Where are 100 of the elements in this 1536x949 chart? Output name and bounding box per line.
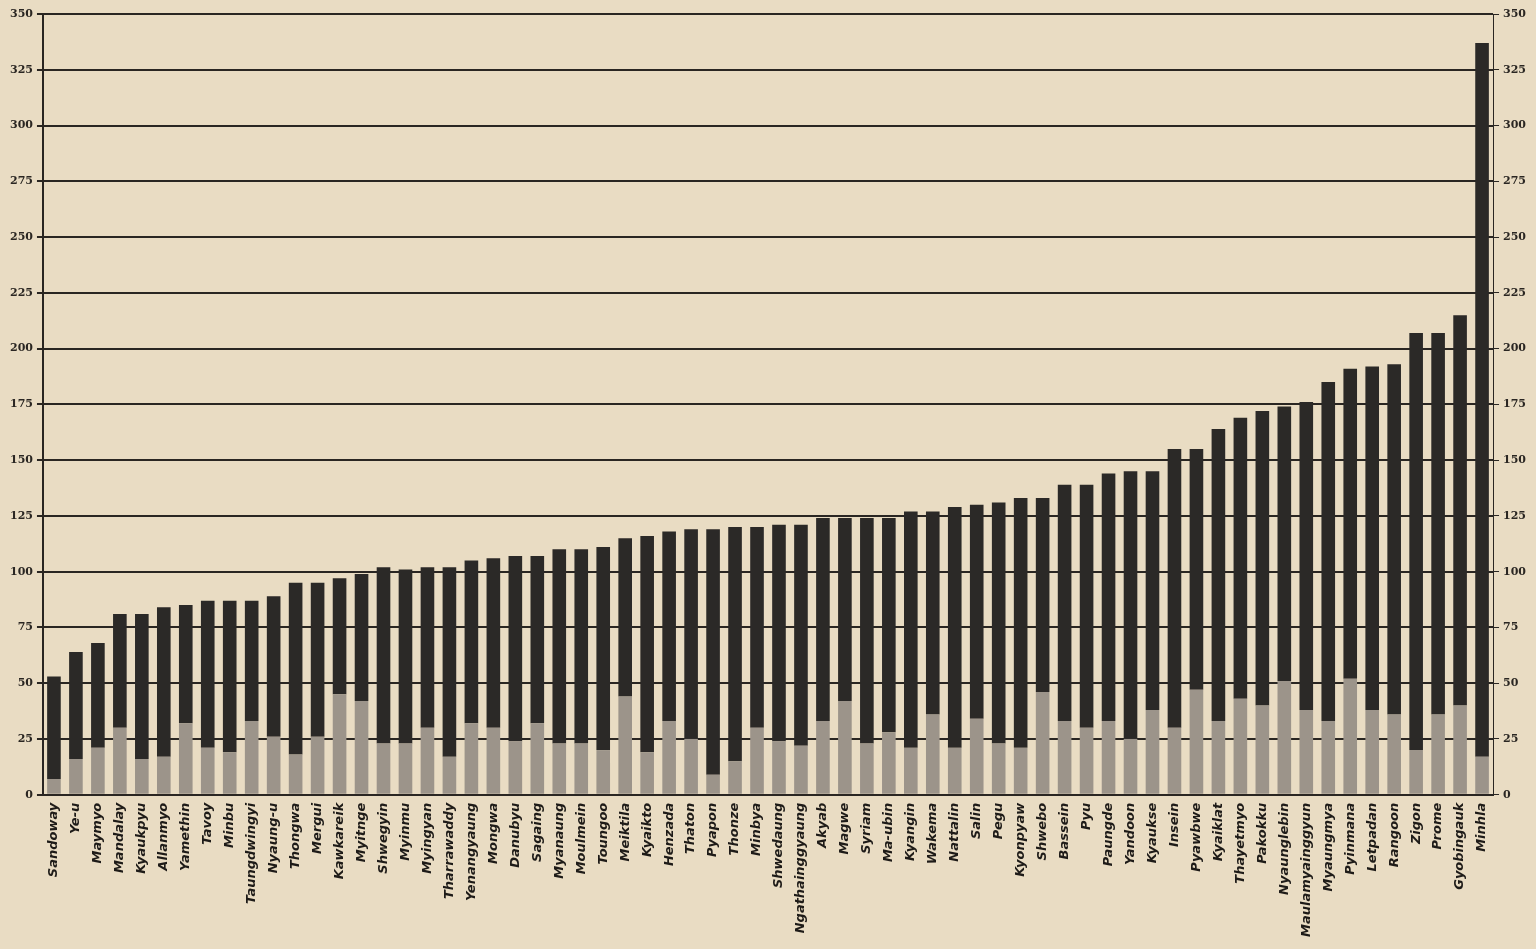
bar [772,741,786,794]
bar [1123,738,1138,794]
x-tick-label: Myingyan [418,802,434,874]
x-tick-label: Nyaung-u [265,802,281,874]
bar [640,752,654,794]
bar [969,718,984,794]
y-tick-label: 175 [1503,397,1527,411]
x-tick-label: Meiktila [616,802,632,862]
x-tick-label: Minbya [748,802,764,856]
y-tick-label: 100 [1503,564,1527,578]
bar [947,747,962,794]
y2-tick-label: 250 [9,229,34,243]
bar [552,743,567,794]
x-tick-label: Tharrawaddy [440,802,456,900]
y2-tick-label: 300 [9,118,34,132]
x-tick-label: Shwebo [1034,802,1050,861]
bar [1255,705,1270,794]
bar [288,754,303,794]
bar [1035,692,1050,794]
bar [1475,756,1489,794]
bar [728,761,742,794]
x-tick-label: Myaungmya [1319,802,1335,892]
y-tick-label: 50 [1503,676,1519,690]
x-tick-label: Zigon [1407,802,1423,846]
x-tick-label: Nyaunglebin [1275,802,1291,895]
x-tick-label: Ma-ubin [880,802,896,863]
bar [1299,709,1314,794]
bar [135,759,149,794]
x-tick-label: Letpadan [1363,802,1379,872]
bar [1277,680,1292,794]
bar [376,743,391,794]
x-tick-label: Yandoon [1121,802,1137,866]
y-tick-label: 200 [1503,341,1527,355]
bar [1145,709,1160,794]
x-tick-label: Kyaukse [1143,802,1159,864]
y-tick-label: 275 [1503,174,1527,188]
y-tick-label: 225 [1503,285,1527,299]
x-tick-label: Yamethin [177,802,193,871]
x-tick-label: Paungde [1099,802,1115,867]
y2-tick-label: 0 [25,787,34,801]
y2-tick-label: 75 [17,620,33,634]
y-tick-label: 250 [1503,229,1527,243]
bar [266,736,281,794]
y2-tick-label: 275 [9,174,33,188]
x-tick-label: Taungdwingyi [243,802,259,904]
y2-tick-label: 125 [9,508,33,522]
bar [47,779,61,794]
x-tick-label: Tavoy [199,802,215,845]
bar [1365,709,1380,794]
x-tick-label: Pyawbwe [1187,802,1203,872]
x-tick-label: Bassein [1055,802,1071,860]
y-tick-label: 350 [1503,6,1527,20]
bar [420,727,435,794]
y-tick-label: 25 [1503,731,1519,745]
x-tick-label: Myanaung [550,802,566,879]
bar [1013,747,1028,794]
x-tick-label: Myitnge [352,802,368,863]
bar [113,727,127,794]
bar [750,727,764,794]
x-tick-label: Thongwa [287,802,302,870]
x-tick-label: Ye-u [67,802,83,834]
y2-tick-label: 50 [17,676,34,690]
y2-tick-label: 200 [9,341,34,355]
x-tick-label: Kawkareik [330,801,346,880]
bar [1211,721,1226,794]
x-tick-label: Mergui [308,802,324,854]
bar [1101,721,1116,794]
y-tick-label: 75 [1503,620,1519,634]
x-tick-label: Pyapon [704,802,720,857]
x-tick-label: Prome [1429,802,1445,850]
bar [574,743,589,794]
bar [156,756,171,794]
bar [882,732,896,794]
bar [1387,714,1401,794]
y-tick-label: 325 [1503,62,1527,76]
x-tick-label: Insein [1165,802,1181,848]
x-tick-label: Thayetmyo [1231,802,1247,884]
bar [838,701,852,794]
x-tick-label: Pyinmana [1341,802,1357,875]
x-tick-label: Kyangin [902,802,918,862]
x-tick-label: Pakokku [1253,802,1269,864]
bar [200,747,215,794]
bar [442,756,457,794]
x-tick-label: Thonze [726,802,742,856]
bar [464,723,479,794]
x-tick-label: Yenangyaung [462,802,478,901]
x-tick-label: Salin [968,802,984,840]
bar [310,736,325,794]
y2-tick-label: 25 [17,731,33,745]
x-tick-label: Mandalay [111,802,127,874]
bar [91,747,105,794]
x-tick-label: Ngathainggyaung [792,802,808,934]
bar [904,747,918,794]
bar [1409,750,1423,794]
bar [530,723,545,794]
bar [69,759,83,794]
bar [398,743,413,794]
x-tick-label: Pegu [990,802,1006,840]
x-tick-label: Toungoo [594,802,610,865]
y2-tick-label: 100 [9,564,34,578]
